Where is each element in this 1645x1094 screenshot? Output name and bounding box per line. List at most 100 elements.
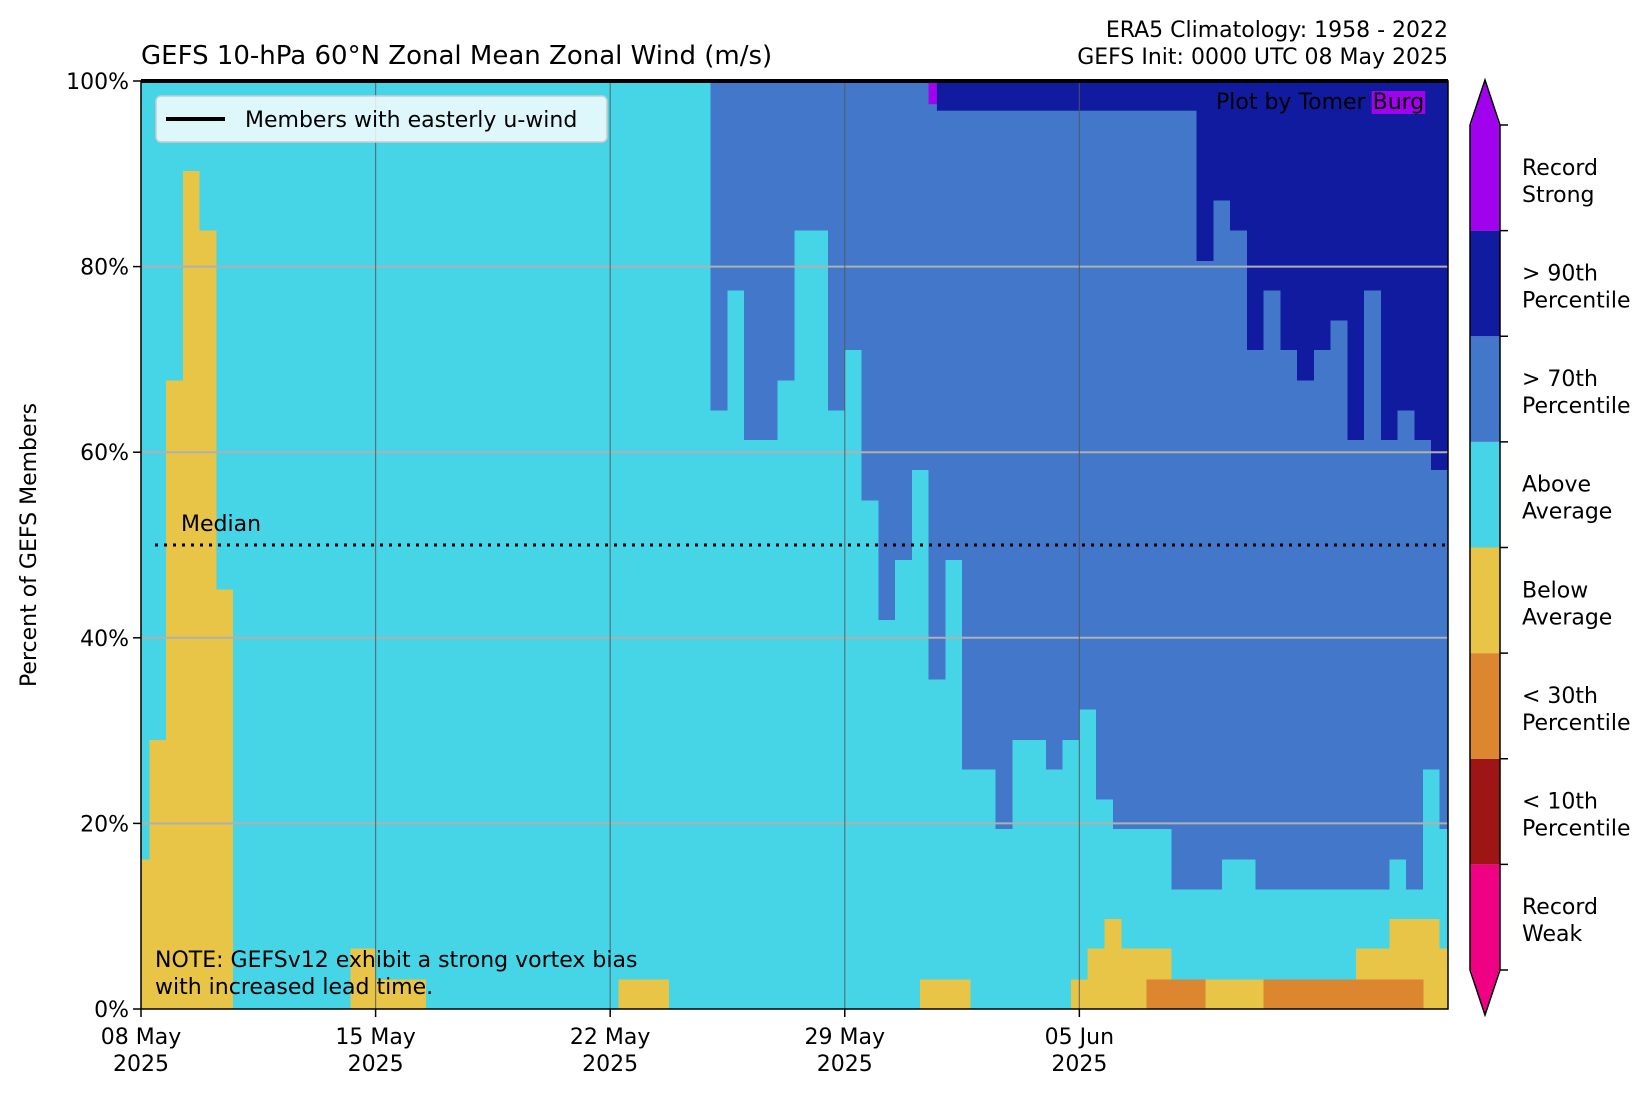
band-above-70th <box>1288 350 1298 890</box>
colorbar-segment <box>1470 758 1500 865</box>
band-above-70th <box>1070 110 1080 740</box>
band-above-average <box>1439 828 1449 949</box>
band-above-70th <box>727 81 737 291</box>
band-below-30th <box>1280 979 1290 1009</box>
band-above-70th <box>1121 110 1131 829</box>
band-above-average <box>275 81 285 1009</box>
band-above-90th <box>1364 81 1374 291</box>
band-above-90th <box>1406 81 1416 411</box>
colorbar-segment <box>1470 80 1500 231</box>
band-above-70th <box>1037 110 1047 740</box>
band-above-average <box>551 81 561 1009</box>
band-above-70th <box>1179 110 1189 890</box>
note-line-1: NOTE: GEFSv12 exhibit a strong vortex bi… <box>155 948 637 973</box>
band-below-average <box>1096 948 1106 1009</box>
band-above-average <box>945 559 955 980</box>
band-above-average <box>1414 889 1424 919</box>
band-below-30th <box>1188 979 1198 1009</box>
band-above-average <box>1003 828 1013 1009</box>
band-below-30th <box>1347 979 1357 1009</box>
colorbar-label: Percentile <box>1522 288 1631 313</box>
band-above-70th <box>987 81 997 770</box>
band-below-average <box>157 739 167 1009</box>
band-below-30th <box>1146 979 1156 1009</box>
band-above-average <box>1087 709 1097 949</box>
band-above-average <box>199 81 209 231</box>
band-above-average <box>216 81 226 590</box>
band-below-average <box>1112 918 1122 1009</box>
band-above-average <box>786 380 796 1009</box>
band-above-average <box>744 440 754 1009</box>
band-below-average <box>166 380 176 1009</box>
band-above-average <box>409 81 419 980</box>
band-above-90th <box>1322 81 1332 351</box>
band-above-70th <box>1272 290 1282 890</box>
y-tick-label: 40% <box>80 627 129 652</box>
band-above-average <box>442 81 452 1009</box>
band-above-average <box>693 81 703 1009</box>
band-above-70th <box>1020 110 1030 740</box>
y-tick-label: 20% <box>80 812 129 837</box>
band-above-70th <box>1330 320 1340 890</box>
band-below-average <box>1431 918 1441 1009</box>
band-above-average <box>1322 889 1332 980</box>
band-above-average <box>526 81 536 1009</box>
band-above-average <box>962 769 972 980</box>
band-below-average <box>208 230 218 1009</box>
band-above-70th <box>945 81 955 560</box>
band-below-average <box>191 171 201 1010</box>
band-below-average <box>367 948 377 1009</box>
colorbar-label: < 10th <box>1522 790 1598 815</box>
band-above-70th <box>886 81 896 621</box>
band-above-70th <box>928 81 938 680</box>
band-below-average <box>936 979 946 1009</box>
band-below-30th <box>1288 979 1298 1009</box>
band-above-average <box>903 559 913 1009</box>
band-below-average <box>1422 918 1432 1009</box>
y-tick-label: 100% <box>66 70 129 95</box>
band-above-average <box>1380 889 1390 949</box>
colorbar-label: Percentile <box>1522 394 1631 419</box>
band-above-average <box>719 410 729 1009</box>
band-above-70th <box>1221 200 1231 860</box>
band-above-average <box>1339 889 1349 980</box>
band-above-average <box>576 81 586 1009</box>
band-below-average <box>417 979 427 1009</box>
band-below-average <box>1070 979 1080 1009</box>
band-above-average <box>1070 739 1080 980</box>
band-above-average <box>266 81 276 1009</box>
band-above-average <box>995 828 1005 1009</box>
band-above-average <box>777 380 787 1009</box>
band-record-strong <box>928 81 938 105</box>
legend-label: Members with easterly u-wind <box>245 108 577 133</box>
band-above-average <box>559 81 569 1009</box>
band-above-70th <box>802 81 812 231</box>
band-above-70th <box>1196 261 1206 890</box>
band-above-average <box>1297 889 1307 980</box>
band-below-average <box>1364 948 1374 1009</box>
band-below-30th <box>1389 979 1399 1009</box>
band-above-average <box>811 230 821 1009</box>
band-above-average <box>434 81 444 1009</box>
band-above-average <box>970 769 980 1009</box>
band-above-average <box>869 500 879 1009</box>
band-above-average <box>853 350 863 1009</box>
colorbar-label: > 90th <box>1522 261 1598 286</box>
band-above-70th <box>936 81 946 680</box>
band-above-average <box>568 81 578 1009</box>
colorbar-label: < 30th <box>1522 684 1598 709</box>
band-above-70th <box>1431 469 1441 770</box>
band-above-70th <box>920 81 930 470</box>
band-above-70th <box>1003 81 1013 829</box>
band-above-average <box>1121 828 1131 949</box>
band-above-average <box>861 500 871 1009</box>
colorbar-label: > 70th <box>1522 367 1598 392</box>
colorbar-segment <box>1470 653 1500 759</box>
band-above-70th <box>1062 110 1072 740</box>
band-above-70th <box>1138 110 1147 829</box>
band-above-average <box>911 469 921 1009</box>
band-above-average <box>1020 739 1030 1009</box>
subtitle-line-2: GEFS Init: 0000 UTC 08 May 2025 <box>1077 45 1448 70</box>
band-above-70th <box>1238 230 1248 860</box>
band-above-70th <box>777 81 787 381</box>
